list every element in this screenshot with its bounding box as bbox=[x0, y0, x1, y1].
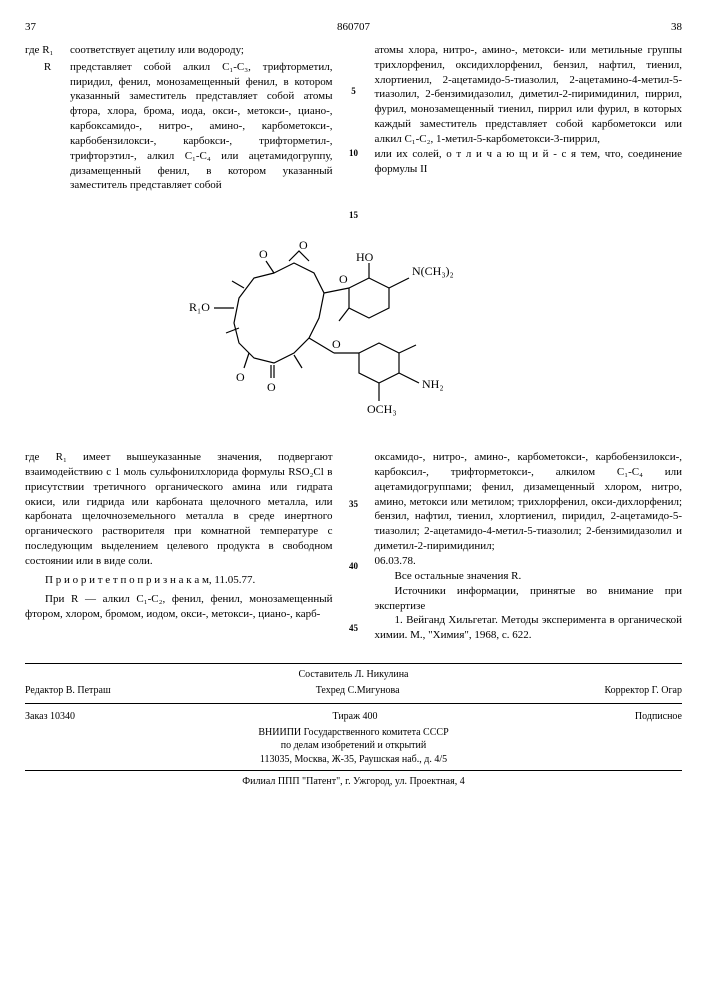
chemical-structure: N(CH₃)₂ HO R₁O NH₂ OCH₃ O O O O O O bbox=[25, 233, 682, 438]
struct-nch3: N(CH₃)₂ bbox=[412, 264, 454, 278]
column-left-top: где R₁ соответствует ацетилу или водород… bbox=[25, 43, 333, 221]
struct-o4: O bbox=[267, 380, 276, 394]
line-numbers-bottom: 35 40 45 bbox=[348, 450, 360, 643]
col2b-date: 06.03.78. bbox=[375, 554, 683, 569]
col1b-p1: где R₁ имеет вышеуказанные значения, под… bbox=[25, 450, 333, 569]
techred: Техред С.Мигунова bbox=[316, 684, 400, 698]
compiler: Составитель Л. Никулина bbox=[25, 668, 682, 682]
r-definition: представляет собой алкил C₁-C₃, трифторм… bbox=[70, 61, 333, 192]
subscription: Подписное bbox=[635, 710, 682, 724]
sources-label: Источники информации, принятые во вниман… bbox=[375, 584, 683, 614]
header: 37 860707 38 bbox=[25, 20, 682, 35]
address: 113035, Москва, Ж-35, Раушская наб., д. … bbox=[25, 753, 682, 767]
reference-1: 1. Вейганд Хильгетаг. Методы эксперимент… bbox=[375, 613, 683, 643]
struct-o6: O bbox=[339, 272, 348, 286]
r-label: R bbox=[44, 61, 51, 73]
struct-nh2: NH₂ bbox=[422, 377, 444, 391]
patent-number: 860707 bbox=[337, 20, 370, 35]
struct-och3: OCH₃ bbox=[367, 402, 397, 416]
struct-o1: O bbox=[259, 247, 268, 261]
col2-text1: атомы хлора, нитро-, амино-, метокси- ил… bbox=[375, 43, 683, 147]
editor: Редактор В. Петраш bbox=[25, 684, 111, 698]
page-number-left: 37 bbox=[25, 20, 36, 35]
branch: Филиал ППП "Патент", г. Ужгород, ул. Про… bbox=[25, 775, 682, 789]
column-right-top: атомы хлора, нитро-, амино-, метокси- ил… bbox=[375, 43, 683, 221]
col2b-p2: Все остальные значения R. bbox=[375, 569, 683, 584]
tirage: Тираж 400 bbox=[332, 710, 377, 724]
col1b-p2: При R — алкил C₁-C₂, фенил, фенил, моноз… bbox=[25, 592, 333, 622]
struct-ro: R₁O bbox=[189, 300, 210, 314]
page-number-right: 38 bbox=[671, 20, 682, 35]
footer: Составитель Л. Никулина Редактор В. Петр… bbox=[25, 663, 682, 789]
struct-o3: O bbox=[236, 370, 245, 384]
top-columns: где R₁ соответствует ацетилу или водород… bbox=[25, 43, 682, 221]
struct-o5: O bbox=[332, 337, 341, 351]
column-left-bottom: где R₁ имеет вышеуказанные значения, под… bbox=[25, 450, 333, 643]
col2b-p1: оксамидо-, нитро-, амино-, карбометокси-… bbox=[375, 450, 683, 554]
priority-label: П р и о р и т е т п о п р и з н а к а м,… bbox=[25, 573, 333, 588]
line-numbers-top: 5 10 15 bbox=[348, 43, 360, 221]
r1-label: где R₁ bbox=[25, 44, 53, 56]
org-line-1: ВНИИПИ Государственного комитета СССР bbox=[25, 726, 682, 740]
struct-o2: O bbox=[299, 238, 308, 252]
struct-ho: HO bbox=[356, 250, 374, 264]
org-line-2: по делам изобретений и открытий bbox=[25, 739, 682, 753]
column-right-bottom: оксамидо-, нитро-, амино-, карбометокси-… bbox=[375, 450, 683, 643]
bottom-columns: где R₁ имеет вышеуказанные значения, под… bbox=[25, 450, 682, 643]
col2-text2: или их солей, о т л и ч а ю щ и й - с я … bbox=[375, 147, 683, 177]
r1-definition: соответствует ацетилу или водороду; bbox=[70, 43, 244, 58]
order-number: Заказ 10340 bbox=[25, 710, 75, 724]
corrector: Корректор Г. Огар bbox=[605, 684, 683, 698]
